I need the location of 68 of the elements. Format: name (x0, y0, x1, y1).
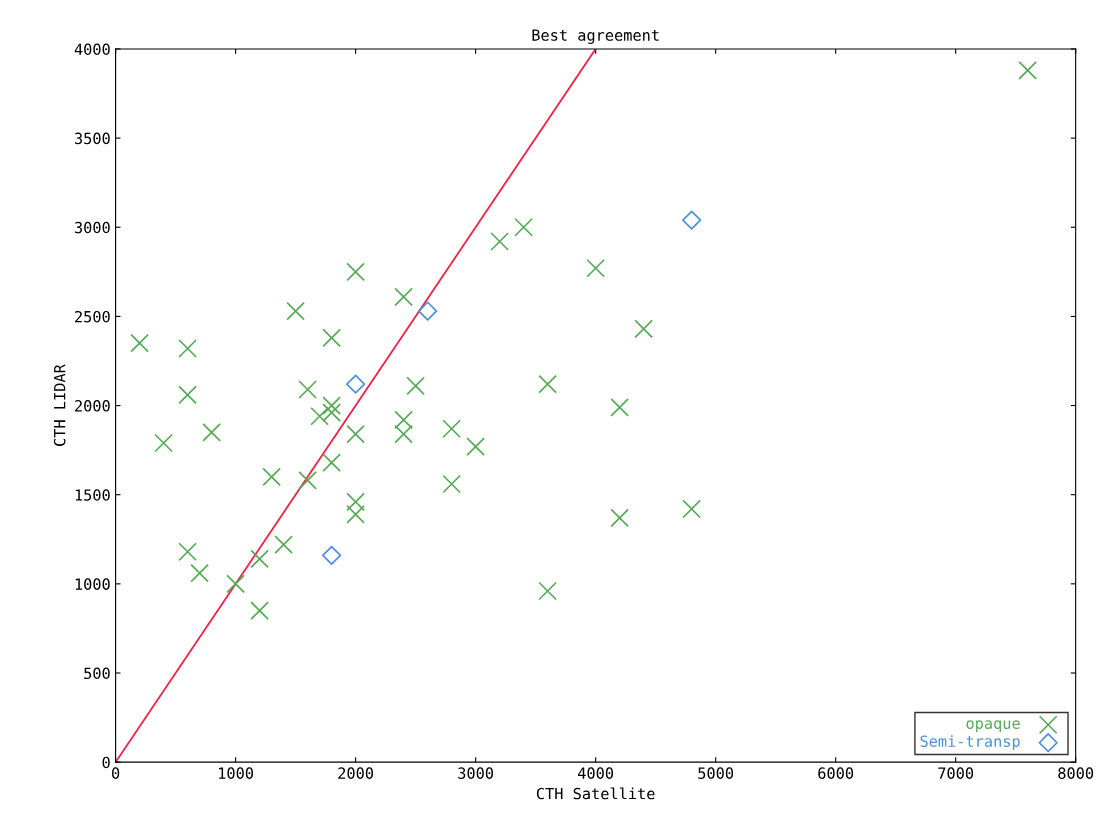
point (538, 374, 557, 394)
point (490, 232, 509, 251)
y-tick-label: 3500 (74, 132, 110, 145)
point (322, 328, 341, 348)
x-tick-label: 4000 (578, 767, 614, 779)
point (682, 210, 702, 230)
point (346, 504, 365, 524)
point (322, 453, 341, 472)
point (394, 410, 413, 430)
point (538, 581, 557, 601)
x-tick-label: 0 (112, 767, 120, 779)
y-axis-title: CTH LIDAR (53, 364, 66, 446)
point (322, 545, 342, 565)
point (586, 258, 605, 278)
x-tick-label: 1000 (219, 767, 254, 779)
y-tick-label: 2000 (75, 400, 110, 412)
chart-title: Best agreement (532, 29, 659, 44)
point (610, 397, 629, 417)
point (274, 535, 293, 554)
x-tick-label: 3000 (458, 767, 494, 779)
legend-label: opaque (966, 720, 1020, 732)
point (202, 422, 221, 442)
point (1018, 61, 1038, 80)
legend-label: Semi-transp (920, 735, 1020, 750)
y-tick-label: 1500 (75, 489, 110, 501)
point (406, 376, 425, 396)
x-tick-label: 6000 (818, 767, 854, 779)
point (418, 301, 438, 321)
point (610, 508, 629, 528)
point (322, 396, 341, 415)
x-tick-label: 7000 (938, 767, 974, 779)
point (250, 601, 269, 620)
point (346, 424, 365, 444)
point (346, 492, 365, 512)
point (178, 339, 197, 358)
point (346, 262, 365, 282)
point (178, 542, 197, 562)
point (130, 333, 149, 353)
point (178, 385, 197, 405)
point (298, 380, 317, 399)
y-tick-label: 1000 (75, 578, 110, 590)
point (346, 374, 366, 394)
point (154, 433, 173, 453)
y-tick-label: 3000 (74, 221, 110, 234)
point (442, 474, 461, 494)
point (514, 217, 533, 237)
point (466, 437, 485, 456)
point (250, 549, 269, 569)
point (442, 419, 461, 439)
point (226, 574, 245, 594)
point (298, 471, 317, 490)
x-tick-label: 5000 (698, 767, 734, 779)
point (634, 319, 653, 339)
point (682, 499, 701, 519)
y-tick-label: 4000 (74, 43, 110, 56)
point (394, 287, 413, 307)
y-tick-label: 0 (102, 756, 110, 769)
point (262, 467, 281, 487)
x-axis-title: CTH Satellite (536, 787, 655, 800)
point (394, 424, 413, 444)
y-tick-label: 500 (84, 667, 110, 680)
point (190, 563, 209, 583)
x-tick-label: 2000 (338, 767, 374, 779)
point (310, 406, 329, 426)
point (322, 403, 341, 423)
point (286, 301, 305, 321)
x-tick-label: 8000 (1058, 767, 1094, 779)
y-tick-label: 2500 (75, 310, 110, 323)
